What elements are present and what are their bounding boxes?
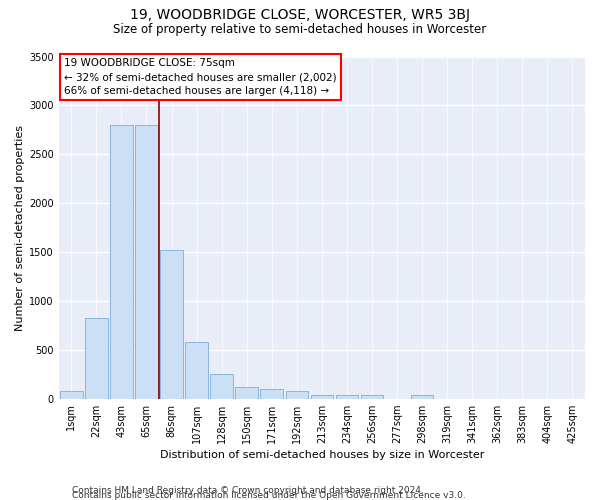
Bar — [260, 389, 283, 398]
Bar — [185, 342, 208, 398]
Y-axis label: Number of semi-detached properties: Number of semi-detached properties — [15, 124, 25, 330]
Bar — [335, 395, 358, 398]
Bar — [361, 395, 383, 398]
Bar — [85, 318, 107, 398]
Bar — [235, 387, 258, 398]
Text: Contains public sector information licensed under the Open Government Licence v3: Contains public sector information licen… — [72, 490, 466, 500]
Bar — [411, 395, 433, 398]
Text: Contains HM Land Registry data © Crown copyright and database right 2024.: Contains HM Land Registry data © Crown c… — [72, 486, 424, 495]
Bar — [135, 125, 158, 398]
Bar — [286, 392, 308, 398]
Bar — [211, 374, 233, 398]
Bar — [311, 395, 333, 398]
Bar — [110, 125, 133, 398]
Text: Size of property relative to semi-detached houses in Worcester: Size of property relative to semi-detach… — [113, 22, 487, 36]
X-axis label: Distribution of semi-detached houses by size in Worcester: Distribution of semi-detached houses by … — [160, 450, 484, 460]
Bar — [60, 392, 83, 398]
Bar — [160, 250, 183, 398]
Text: 19, WOODBRIDGE CLOSE, WORCESTER, WR5 3BJ: 19, WOODBRIDGE CLOSE, WORCESTER, WR5 3BJ — [130, 8, 470, 22]
Text: 19 WOODBRIDGE CLOSE: 75sqm
← 32% of semi-detached houses are smaller (2,002)
66%: 19 WOODBRIDGE CLOSE: 75sqm ← 32% of semi… — [64, 58, 337, 96]
